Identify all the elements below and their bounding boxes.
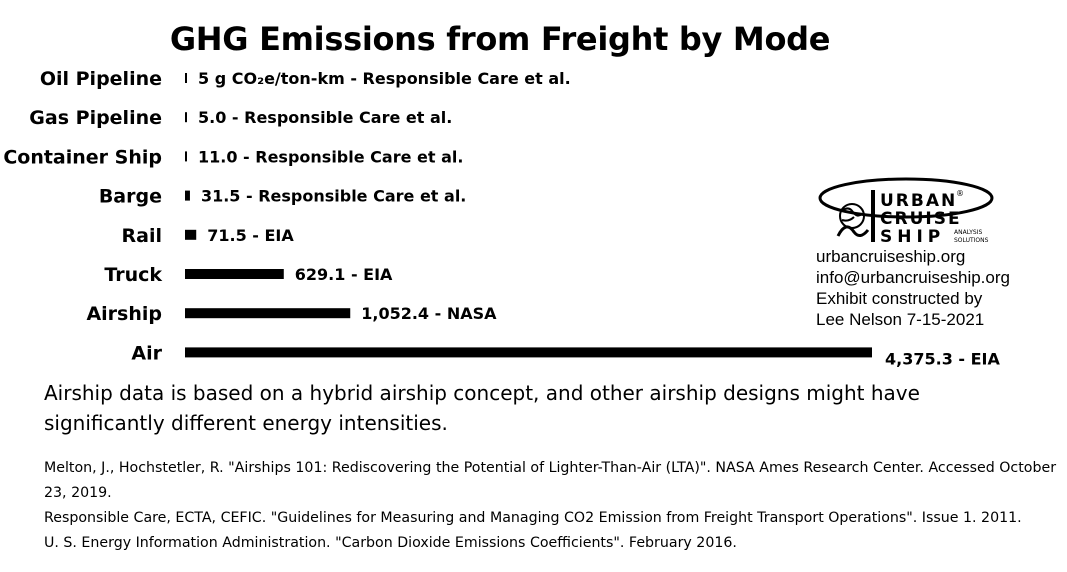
logo-registered: ® [956,189,964,198]
credit-line-1: Exhibit constructed by [816,289,983,308]
logo-line1: URBAN [880,191,957,211]
category-label-oil-pipeline: Oil Pipeline [40,68,162,90]
bar-chart: Oil Pipeline 5 g CO₂e/ton-km - Responsibl… [3,68,1000,368]
category-label-gas-pipeline: Gas Pipeline [29,107,162,129]
contact-block: urbancruiseship.org info@urbancruiseship… [816,246,1010,330]
reference-eia: U. S. Energy Information Administration.… [44,535,737,551]
data-label-truck: 629.1 - EIA [295,265,393,284]
bar-air [185,347,872,358]
website-text: urbancruiseship.org [816,247,966,266]
bar-oil-pipeline [185,73,187,83]
data-label-gas-pipeline: 5.0 - Responsible Care et al. [198,108,452,127]
bar-airship [185,308,351,319]
bar-rail [185,229,197,240]
bar-gas-pipeline [185,112,187,123]
credit-line-2: Lee Nelson 7-15-2021 [816,310,985,329]
references: Melton, J., Hochstetler, R. "Airships 10… [44,456,1059,556]
email-text: info@urbancruiseship.org [816,268,1010,287]
category-label-container-ship: Container Ship [3,146,162,168]
data-label-container-ship: 11.0 - Responsible Care et al. [198,147,463,166]
data-label-oil-pipeline: 5 g CO₂e/ton-km - Responsible Care et al… [198,69,571,88]
data-label-rail: 71.5 - EIA [207,226,294,245]
logo-tag2: SOLUTIONS [954,237,989,244]
reference-nasa: Melton, J., Hochstetler, R. "Airships 10… [44,460,1057,501]
bar-truck [185,269,284,279]
data-label-air: 4,375.3 - EIA [885,349,1000,368]
category-label-barge: Barge [99,186,162,208]
airship-note: Airship data is based on a hybrid airshi… [44,381,920,435]
bar-container-ship [185,151,187,162]
category-label-airship: Airship [86,303,162,325]
chart-title: GHG Emissions from Freight by Mode [169,20,831,58]
bar-barge [185,190,190,201]
data-label-airship: 1,052.4 - NASA [361,304,497,323]
category-label-truck: Truck [104,264,162,286]
reference-responsible-care: Responsible Care, ECTA, CEFIC. "Guidelin… [44,510,1022,526]
category-label-rail: Rail [122,225,162,247]
urban-cruise-ship-logo: URBAN CRUISE SHIP ANALYSIS SOLUTIONS ® [818,177,994,246]
category-label-air: Air [131,342,162,364]
logo-line3: SHIP [880,227,945,246]
logo-tag1: ANALYSIS [954,229,982,236]
logo-line2: CRUISE [880,209,962,229]
data-label-barge: 31.5 - Responsible Care et al. [201,187,466,206]
